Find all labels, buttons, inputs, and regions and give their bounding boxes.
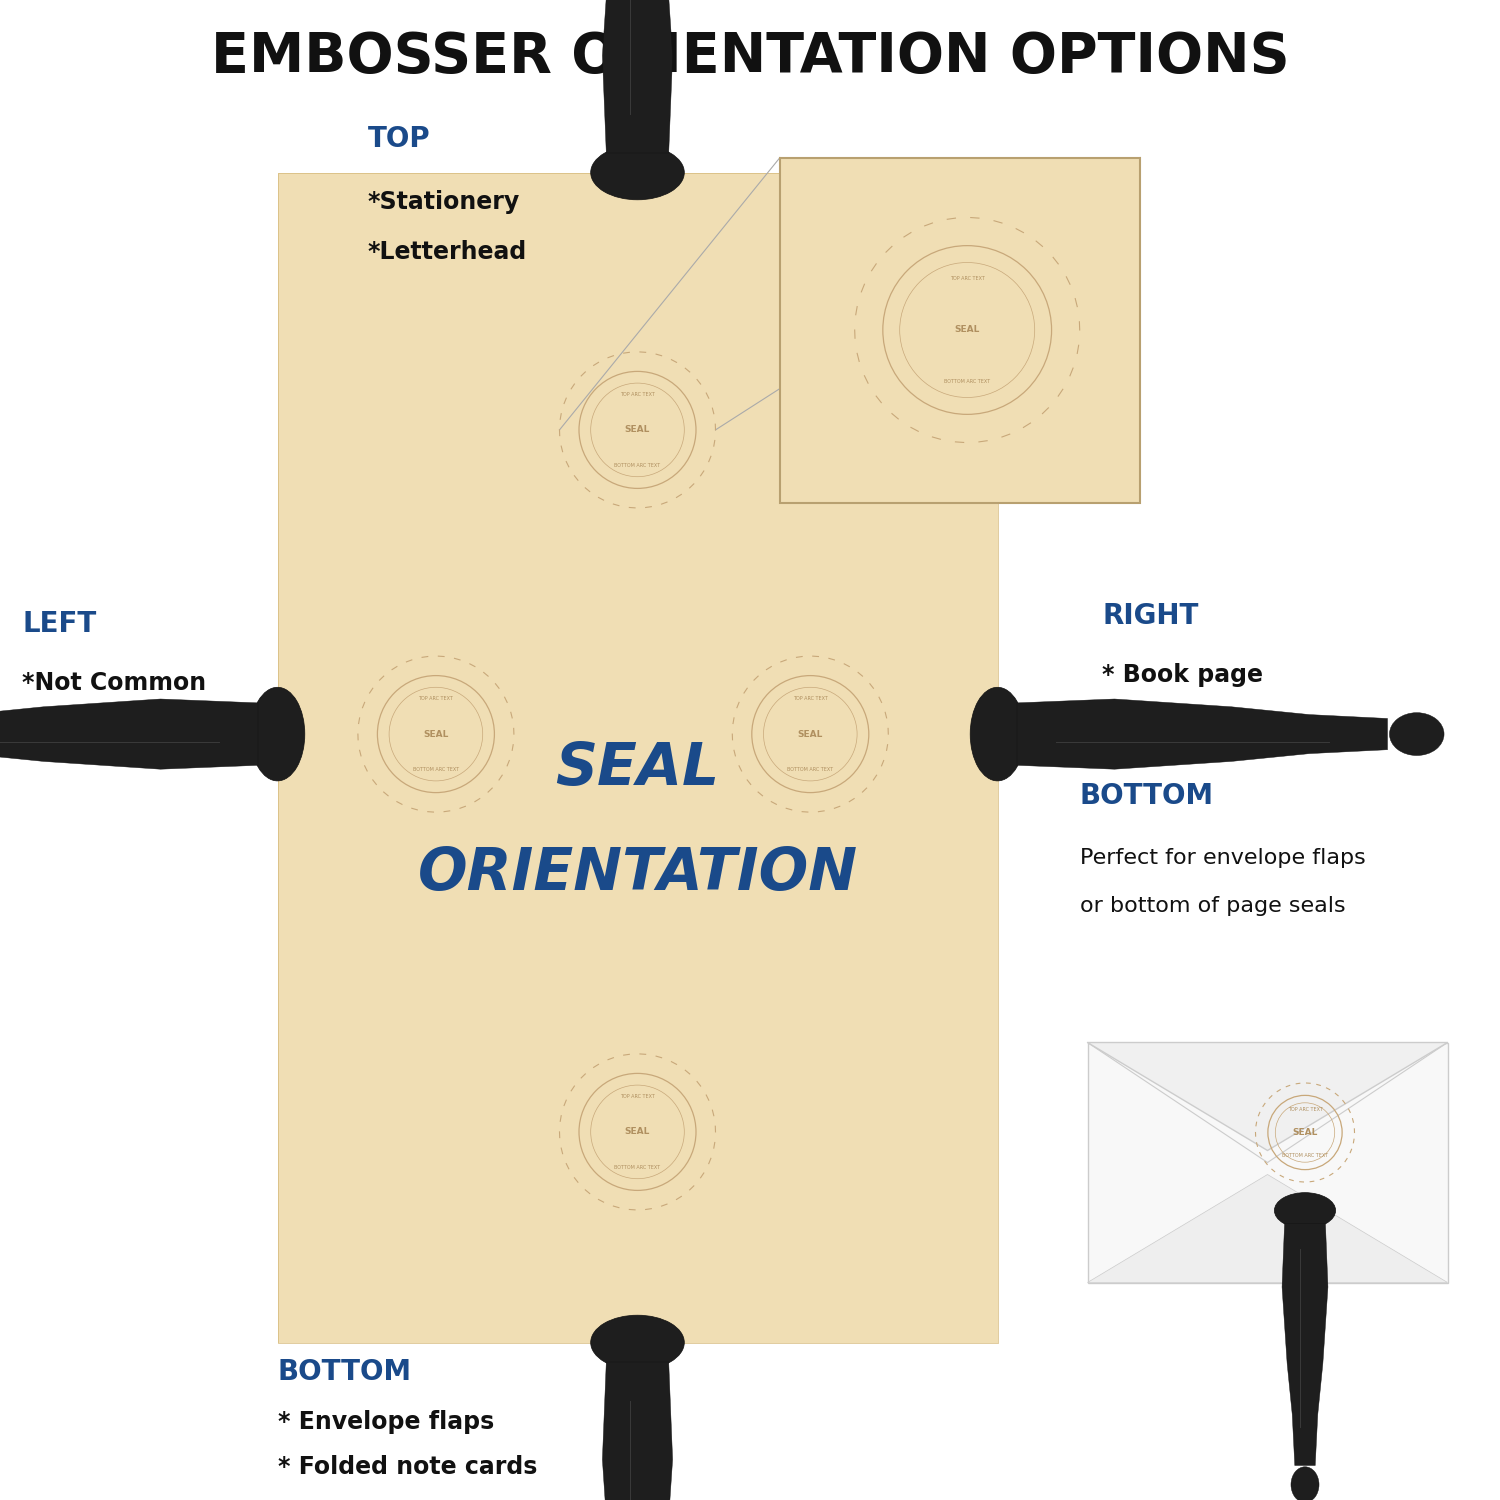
Text: * Book page: * Book page (1102, 663, 1263, 687)
Text: Perfect for envelope flaps: Perfect for envelope flaps (1080, 847, 1365, 867)
Text: * Envelope flaps: * Envelope flaps (278, 1410, 494, 1434)
Text: BOTTOM ARC TEXT: BOTTOM ARC TEXT (413, 768, 459, 772)
Text: * Folded note cards: * Folded note cards (278, 1455, 537, 1479)
Text: RIGHT: RIGHT (1102, 602, 1198, 630)
Text: or bottom of page seals: or bottom of page seals (1080, 896, 1346, 915)
Ellipse shape (591, 1316, 684, 1370)
Bar (780, 158, 1140, 503)
Text: BOTTOM ARC TEXT: BOTTOM ARC TEXT (944, 380, 990, 384)
Polygon shape (603, 1362, 672, 1500)
Text: *Letterhead: *Letterhead (368, 240, 526, 264)
Polygon shape (1282, 1224, 1328, 1466)
Text: TOP ARC TEXT: TOP ARC TEXT (1287, 1107, 1323, 1112)
Text: TOP ARC TEXT: TOP ARC TEXT (794, 696, 828, 700)
Text: SEAL: SEAL (423, 729, 448, 738)
Text: SEAL: SEAL (555, 740, 720, 796)
Text: SEAL: SEAL (626, 1128, 650, 1137)
Polygon shape (1017, 699, 1388, 770)
Ellipse shape (1275, 1192, 1335, 1228)
Text: EMBOSSER ORIENTATION OPTIONS: EMBOSSER ORIENTATION OPTIONS (210, 30, 1290, 84)
Text: SEAL: SEAL (1293, 1128, 1317, 1137)
Text: TOP ARC TEXT: TOP ARC TEXT (950, 276, 984, 280)
Ellipse shape (591, 146, 684, 200)
Bar (1088, 1042, 1448, 1282)
Polygon shape (1088, 1042, 1448, 1150)
Ellipse shape (970, 687, 1024, 782)
Polygon shape (1088, 1174, 1448, 1282)
Text: TOP ARC TEXT: TOP ARC TEXT (620, 392, 656, 396)
Text: *Stationery: *Stationery (368, 190, 519, 214)
Text: *Not Common: *Not Common (22, 670, 207, 694)
Ellipse shape (1292, 1467, 1318, 1500)
Text: TOP ARC TEXT: TOP ARC TEXT (419, 696, 453, 700)
Text: TOP: TOP (368, 124, 430, 153)
Text: LEFT: LEFT (22, 609, 96, 638)
Bar (278, 172, 998, 1342)
Text: SEAL: SEAL (954, 326, 980, 334)
Ellipse shape (251, 687, 305, 782)
Text: ORIENTATION: ORIENTATION (417, 844, 858, 901)
Ellipse shape (1389, 712, 1444, 756)
Polygon shape (0, 699, 258, 770)
Text: BOTTOM: BOTTOM (278, 1358, 411, 1386)
Text: BOTTOM: BOTTOM (1080, 782, 1214, 810)
Text: BOTTOM ARC TEXT: BOTTOM ARC TEXT (615, 464, 660, 468)
Text: SEAL: SEAL (798, 729, 824, 738)
Polygon shape (603, 0, 672, 153)
Text: BOTTOM ARC TEXT: BOTTOM ARC TEXT (615, 1166, 660, 1170)
Text: BOTTOM ARC TEXT: BOTTOM ARC TEXT (1282, 1154, 1328, 1158)
Text: BOTTOM ARC TEXT: BOTTOM ARC TEXT (788, 768, 834, 772)
Bar (278, 172, 998, 1342)
Text: TOP ARC TEXT: TOP ARC TEXT (620, 1094, 656, 1098)
Text: SEAL: SEAL (626, 426, 650, 435)
